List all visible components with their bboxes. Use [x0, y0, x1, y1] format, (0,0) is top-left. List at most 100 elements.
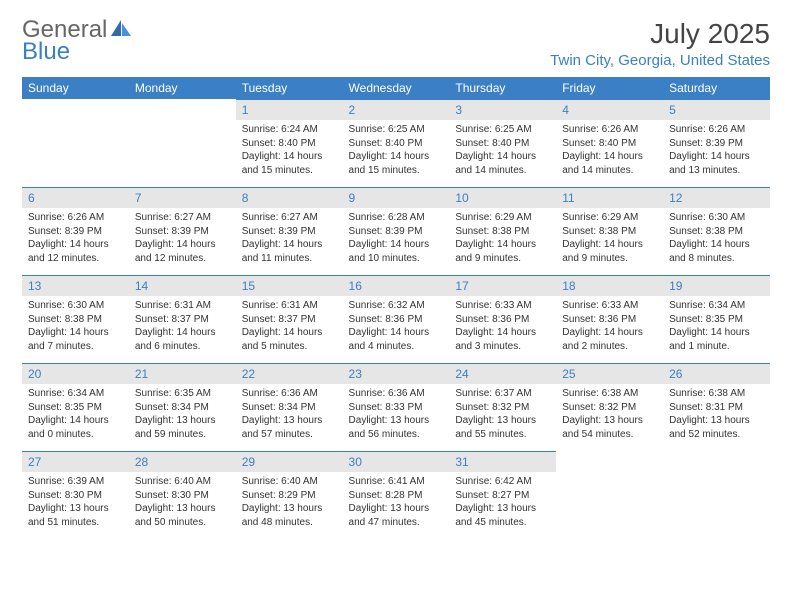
day-details: Sunrise: 6:29 AMSunset: 8:38 PMDaylight:… — [556, 208, 663, 271]
sunset-text: Sunset: 8:32 PM — [455, 401, 550, 415]
day-details: Sunrise: 6:34 AMSunset: 8:35 PMDaylight:… — [663, 296, 770, 359]
day-number: 17 — [449, 275, 556, 296]
sunrise-text: Sunrise: 6:38 AM — [562, 387, 657, 401]
brand-part2: Blue — [22, 40, 132, 64]
day-details: Sunrise: 6:26 AMSunset: 8:39 PMDaylight:… — [22, 208, 129, 271]
day-details: Sunrise: 6:27 AMSunset: 8:39 PMDaylight:… — [236, 208, 343, 271]
calendar-day-cell: 7Sunrise: 6:27 AMSunset: 8:39 PMDaylight… — [129, 187, 236, 275]
daylight-text: Daylight: 14 hours and 1 minute. — [669, 326, 764, 353]
sunset-text: Sunset: 8:29 PM — [242, 489, 337, 503]
calendar-day-cell: 2Sunrise: 6:25 AMSunset: 8:40 PMDaylight… — [343, 99, 450, 187]
sunrise-text: Sunrise: 6:33 AM — [455, 299, 550, 313]
day-number: 12 — [663, 187, 770, 208]
calendar-week-row: 6Sunrise: 6:26 AMSunset: 8:39 PMDaylight… — [22, 187, 770, 275]
sunrise-text: Sunrise: 6:38 AM — [669, 387, 764, 401]
calendar-day-cell: 11Sunrise: 6:29 AMSunset: 8:38 PMDayligh… — [556, 187, 663, 275]
day-number: 10 — [449, 187, 556, 208]
sunrise-text: Sunrise: 6:26 AM — [669, 123, 764, 137]
sunset-text: Sunset: 8:36 PM — [562, 313, 657, 327]
day-number: 21 — [129, 363, 236, 384]
day-number: 11 — [556, 187, 663, 208]
sunrise-text: Sunrise: 6:36 AM — [242, 387, 337, 401]
calendar-day-cell: 13Sunrise: 6:30 AMSunset: 8:38 PMDayligh… — [22, 275, 129, 363]
calendar-day-cell: 12Sunrise: 6:30 AMSunset: 8:38 PMDayligh… — [663, 187, 770, 275]
sunrise-text: Sunrise: 6:25 AM — [349, 123, 444, 137]
calendar-day-cell: 15 Sunrise: 6:31 AMSunset: 8:37 PMDayligh… — [236, 275, 343, 363]
daylight-text: Daylight: 14 hours and 10 minutes. — [349, 238, 444, 265]
day-details: Sunrise: 6:40 AMSunset: 8:30 PMDaylight:… — [129, 472, 236, 535]
daylight-text: Daylight: 14 hours and 14 minutes. — [455, 150, 550, 177]
calendar-day-cell: 31Sunrise: 6:42 AMSunset: 8:27 PMDayligh… — [449, 451, 556, 539]
sunset-text: Sunset: 8:33 PM — [349, 401, 444, 415]
daylight-text: Daylight: 14 hours and 9 minutes. — [455, 238, 550, 265]
day-details: Sunrise: 6:38 AMSunset: 8:31 PMDaylight:… — [663, 384, 770, 447]
sunset-text: Sunset: 8:38 PM — [669, 225, 764, 239]
title-block: July 2025 Twin City, Georgia, United Sta… — [550, 18, 770, 69]
sunset-text: Sunset: 8:37 PM — [242, 313, 337, 327]
day-details: Sunrise: 6:32 AMSunset: 8:36 PMDaylight:… — [343, 296, 450, 359]
daylight-text: Daylight: 14 hours and 2 minutes. — [562, 326, 657, 353]
day-number: 27 — [22, 451, 129, 472]
day-number: 30 — [343, 451, 450, 472]
daylight-text: Daylight: 14 hours and 3 minutes. — [455, 326, 550, 353]
day-details: Sunrise: 6:33 AMSunset: 8:36 PMDaylight:… — [449, 296, 556, 359]
sunrise-text: Sunrise: 6:31 AM — [242, 299, 337, 313]
calendar-day-cell: 19Sunrise: 6:34 AMSunset: 8:35 PMDayligh… — [663, 275, 770, 363]
day-details: Sunrise: 6:36 AMSunset: 8:34 PMDaylight:… — [236, 384, 343, 447]
day-details: Sunrise: 6:31 AMSunset: 8:37 PMDaylight:… — [129, 296, 236, 359]
sunset-text: Sunset: 8:39 PM — [28, 225, 123, 239]
weekday-header: Sunday — [22, 77, 129, 99]
day-number: 1 — [236, 99, 343, 120]
day-number: 2 — [343, 99, 450, 120]
weekday-header: Tuesday — [236, 77, 343, 99]
sunrise-text: Sunrise: 6:29 AM — [562, 211, 657, 225]
day-details: Sunrise: 6:41 AMSunset: 8:28 PMDaylight:… — [343, 472, 450, 535]
day-details: Sunrise: 6:40 AMSunset: 8:29 PMDaylight:… — [236, 472, 343, 535]
day-details: Sunrise: 6:29 AMSunset: 8:38 PMDaylight:… — [449, 208, 556, 271]
sunset-text: Sunset: 8:39 PM — [135, 225, 230, 239]
calendar-empty-cell — [556, 451, 663, 539]
calendar-day-cell: 5Sunrise: 6:26 AMSunset: 8:39 PMDaylight… — [663, 99, 770, 187]
sunset-text: Sunset: 8:36 PM — [455, 313, 550, 327]
day-number: 14 — [129, 275, 236, 296]
calendar-day-cell: 9Sunrise: 6:28 AMSunset: 8:39 PMDaylight… — [343, 187, 450, 275]
sunset-text: Sunset: 8:40 PM — [349, 137, 444, 151]
day-number: 13 — [22, 275, 129, 296]
sunset-text: Sunset: 8:38 PM — [28, 313, 123, 327]
daylight-text: Daylight: 13 hours and 55 minutes. — [455, 414, 550, 441]
daylight-text: Daylight: 14 hours and 5 minutes. — [242, 326, 337, 353]
sunrise-text: Sunrise: 6:26 AM — [28, 211, 123, 225]
day-number: 9 — [343, 187, 450, 208]
weekday-header: Friday — [556, 77, 663, 99]
calendar-header-row: SundayMondayTuesdayWednesdayThursdayFrid… — [22, 77, 770, 99]
calendar-day-cell: 14Sunrise: 6:31 AMSunset: 8:37 PMDayligh… — [129, 275, 236, 363]
daylight-text: Daylight: 14 hours and 0 minutes. — [28, 414, 123, 441]
day-number: 23 — [343, 363, 450, 384]
daylight-text: Daylight: 13 hours and 48 minutes. — [242, 502, 337, 529]
sunrise-text: Sunrise: 6:27 AM — [242, 211, 337, 225]
calendar-week-row: 1Sunrise: 6:24 AMSunset: 8:40 PMDaylight… — [22, 99, 770, 187]
sunset-text: Sunset: 8:38 PM — [455, 225, 550, 239]
day-number: 5 — [663, 99, 770, 120]
daylight-text: Daylight: 13 hours and 57 minutes. — [242, 414, 337, 441]
calendar-day-cell: 23Sunrise: 6:36 AMSunset: 8:33 PMDayligh… — [343, 363, 450, 451]
day-details: Sunrise: 6:25 AMSunset: 8:40 PMDaylight:… — [343, 120, 450, 183]
daylight-text: Daylight: 14 hours and 8 minutes. — [669, 238, 764, 265]
sunrise-text: Sunrise: 6:31 AM — [135, 299, 230, 313]
day-details: Sunrise: 6:36 AMSunset: 8:33 PMDaylight:… — [343, 384, 450, 447]
day-number: 16 — [343, 275, 450, 296]
calendar-day-cell: 29Sunrise: 6:40 AMSunset: 8:29 PMDayligh… — [236, 451, 343, 539]
day-number: 8 — [236, 187, 343, 208]
calendar-day-cell: 22Sunrise: 6:36 AMSunset: 8:34 PMDayligh… — [236, 363, 343, 451]
sunset-text: Sunset: 8:30 PM — [28, 489, 123, 503]
day-details: Sunrise: 6:42 AMSunset: 8:27 PMDaylight:… — [449, 472, 556, 535]
day-details: Sunrise: 6:34 AMSunset: 8:35 PMDaylight:… — [22, 384, 129, 447]
calendar-day-cell: 6Sunrise: 6:26 AMSunset: 8:39 PMDaylight… — [22, 187, 129, 275]
brand-logo: GeneralBlue — [22, 18, 132, 64]
day-number: 26 — [663, 363, 770, 384]
day-number: 15 — [236, 275, 343, 296]
calendar-day-cell: 24Sunrise: 6:37 AMSunset: 8:32 PMDayligh… — [449, 363, 556, 451]
sunset-text: Sunset: 8:39 PM — [242, 225, 337, 239]
sunset-text: Sunset: 8:40 PM — [242, 137, 337, 151]
day-number: 4 — [556, 99, 663, 120]
